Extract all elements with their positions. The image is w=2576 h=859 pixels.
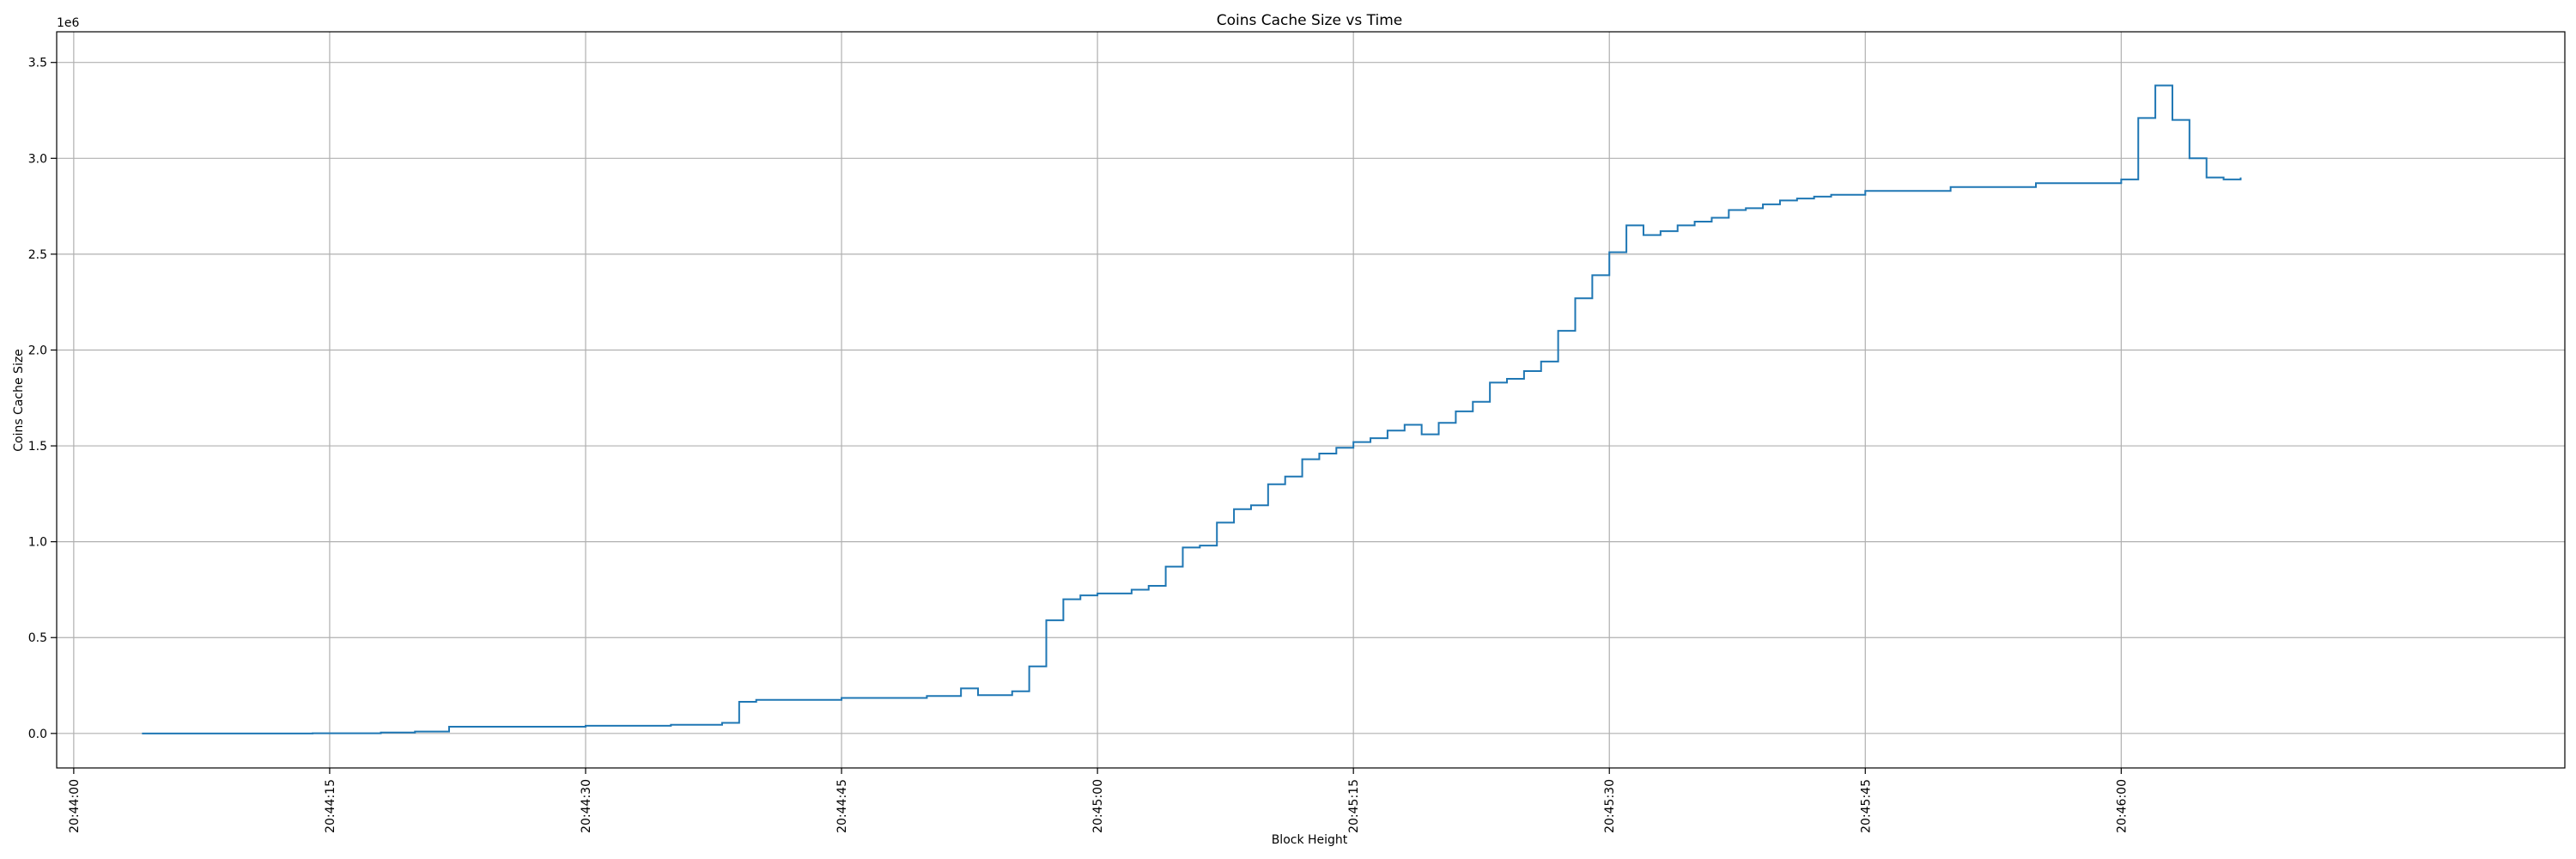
x-tick-label: 20:46:00 <box>2115 779 2129 833</box>
x-tick-label: 20:45:15 <box>1347 779 1361 833</box>
x-axis-label: Block Height <box>1272 833 1348 847</box>
y-tick-label: 3.5 <box>28 57 47 70</box>
series-line <box>142 84 2242 734</box>
x-tick-label: 20:45:00 <box>1091 779 1105 833</box>
x-tick-label: 20:44:00 <box>68 779 82 833</box>
y-axis: 0.0 0.5 1.0 1.5 2.0 2.5 3.0 3.5 <box>28 57 57 741</box>
y-axis-label: Coins Cache Size <box>12 349 26 452</box>
y-offset-text: 1e6 <box>57 16 80 30</box>
y-tick-label: 3.0 <box>28 152 47 166</box>
grid <box>57 32 2565 768</box>
x-tick-label: 20:45:30 <box>1603 779 1617 833</box>
x-tick-label: 20:44:15 <box>324 779 337 833</box>
y-tick-label: 1.0 <box>28 536 47 550</box>
plot-frame <box>56 31 2566 769</box>
y-tick-label: 2.5 <box>28 248 47 262</box>
chart-title: Coins Cache Size vs Time <box>1217 12 1403 29</box>
x-tick-label: 20:45:45 <box>1859 779 1873 833</box>
y-tick-label: 0.5 <box>28 631 47 645</box>
y-tick-label: 0.0 <box>28 728 47 741</box>
x-axis: 20:44:00 20:44:15 20:44:30 20:44:45 20:45:00… <box>68 768 2129 833</box>
plot-area <box>142 84 2242 734</box>
x-tick-label: 20:44:45 <box>835 779 849 833</box>
x-tick-label: 20:44:30 <box>580 779 593 833</box>
y-tick-label: 1.5 <box>28 440 47 454</box>
y-tick-label: 2.0 <box>28 344 47 357</box>
